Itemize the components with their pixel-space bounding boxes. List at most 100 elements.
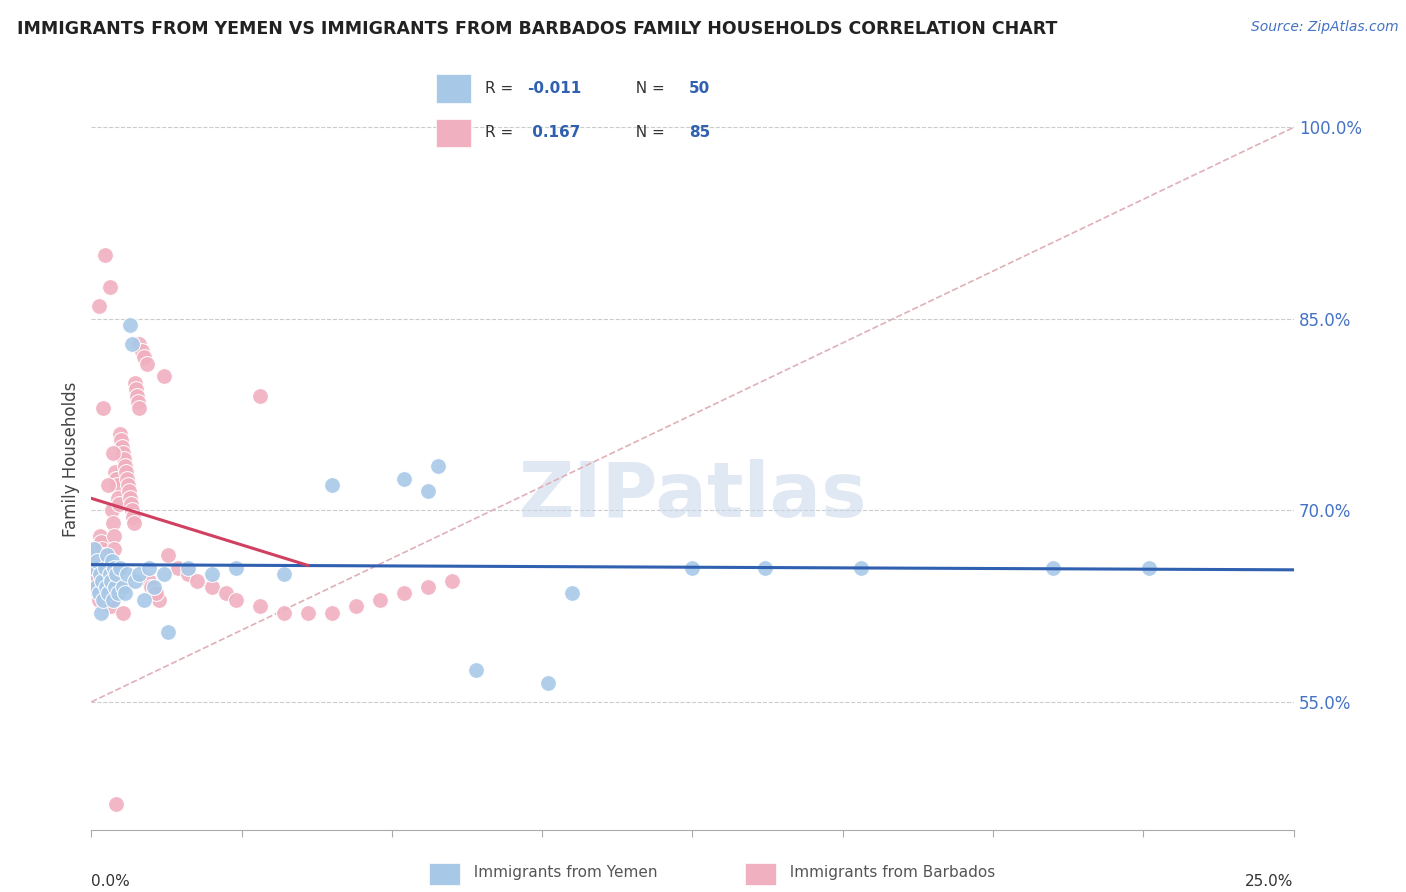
Point	[103, 529, 125, 543]
Point	[131, 343, 153, 358]
Point	[176, 567, 198, 582]
Text: 50: 50	[689, 81, 710, 95]
Point	[561, 586, 583, 600]
Point	[97, 478, 120, 492]
Point	[100, 554, 122, 568]
Point	[440, 574, 463, 588]
Point	[82, 554, 104, 568]
Point	[111, 580, 134, 594]
Point	[84, 567, 107, 582]
Point	[167, 561, 190, 575]
Point	[122, 516, 145, 531]
Point	[105, 471, 128, 485]
Point	[97, 580, 120, 594]
Point	[107, 491, 129, 505]
Point	[142, 586, 165, 600]
Point	[111, 606, 134, 620]
Text: IMMIGRANTS FROM YEMEN VS IMMIGRANTS FROM BARBADOS FAMILY HOUSEHOLDS CORRELATION : IMMIGRANTS FROM YEMEN VS IMMIGRANTS FROM…	[17, 20, 1057, 37]
Point	[273, 567, 295, 582]
Point	[104, 465, 127, 479]
Point	[110, 434, 132, 448]
Point	[416, 484, 439, 499]
Point	[82, 541, 104, 556]
Text: 0.0%: 0.0%	[91, 874, 131, 889]
Point	[91, 541, 114, 556]
Point	[101, 516, 124, 531]
Point	[111, 440, 134, 454]
Point	[112, 452, 135, 467]
Point	[107, 586, 129, 600]
Point	[86, 554, 108, 568]
Point	[98, 567, 121, 582]
Point	[87, 586, 110, 600]
Point	[138, 574, 160, 588]
Point	[96, 548, 118, 562]
Point	[117, 478, 139, 492]
Point	[93, 554, 115, 568]
Point	[128, 337, 150, 351]
Y-axis label: Family Households: Family Households	[62, 382, 80, 537]
Point	[86, 580, 108, 594]
Point	[100, 574, 122, 588]
Point	[94, 567, 117, 582]
Point	[225, 561, 247, 575]
Point	[273, 606, 295, 620]
Point	[416, 580, 439, 594]
Point	[124, 382, 146, 396]
Point	[145, 586, 167, 600]
Bar	[436, 119, 471, 147]
Point	[128, 567, 150, 582]
Point	[465, 663, 488, 677]
Text: Source: ZipAtlas.com: Source: ZipAtlas.com	[1251, 20, 1399, 34]
Point	[87, 586, 110, 600]
Point	[110, 426, 132, 441]
Point	[152, 567, 174, 582]
Point	[176, 561, 198, 575]
Point	[112, 446, 135, 460]
Point	[681, 561, 703, 575]
Point	[98, 280, 121, 294]
Point	[94, 580, 117, 594]
Point	[157, 624, 180, 639]
Point	[84, 561, 107, 575]
Point	[93, 592, 115, 607]
Point	[98, 592, 121, 607]
Point	[87, 592, 110, 607]
Point	[105, 797, 128, 811]
Text: 0.167: 0.167	[527, 126, 581, 140]
Point	[121, 337, 143, 351]
Point	[101, 446, 124, 460]
Point	[100, 599, 122, 614]
Point	[200, 580, 222, 594]
Point	[152, 369, 174, 384]
Point	[537, 675, 560, 690]
Point	[754, 561, 776, 575]
Point	[87, 299, 110, 313]
Point	[107, 580, 129, 594]
Point	[101, 592, 124, 607]
Point	[117, 567, 139, 582]
Point	[135, 357, 157, 371]
Point	[108, 497, 131, 511]
Point	[104, 580, 127, 594]
Point	[121, 503, 143, 517]
Text: R =: R =	[485, 126, 519, 140]
Point	[200, 567, 222, 582]
Point	[110, 561, 132, 575]
Point	[138, 561, 160, 575]
Point	[91, 548, 114, 562]
Point	[83, 541, 105, 556]
Bar	[436, 74, 471, 103]
Point	[118, 318, 141, 333]
Point	[94, 561, 117, 575]
Point	[83, 561, 105, 575]
Point	[90, 606, 112, 620]
Point	[225, 592, 247, 607]
Point	[426, 458, 449, 473]
Point	[100, 503, 122, 517]
Point	[249, 599, 271, 614]
Point	[89, 567, 111, 582]
Point	[249, 388, 271, 402]
Point	[134, 592, 156, 607]
Text: -0.011: -0.011	[527, 81, 582, 95]
